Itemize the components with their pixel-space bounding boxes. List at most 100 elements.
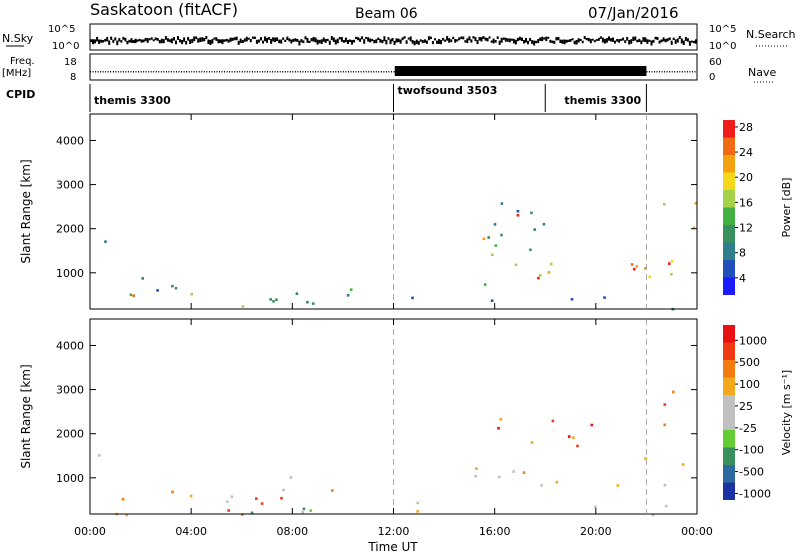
time-axis: 00:00 04:00 08:00 12:00 16:00 20:00 00:00 <box>74 525 713 538</box>
noise-sample <box>610 38 612 42</box>
freq-sample <box>206 71 208 73</box>
freq-sample <box>277 71 279 73</box>
noise-sample <box>460 36 463 39</box>
noise-sample <box>328 40 331 45</box>
freq-sample <box>226 71 228 73</box>
freq-sample <box>305 71 306 73</box>
noise-sample <box>626 36 629 41</box>
colorbar-segment <box>723 277 735 295</box>
noise-sample <box>654 36 657 40</box>
noise-sample <box>454 39 457 43</box>
noise-sample <box>219 39 222 43</box>
noise-sample <box>508 38 511 43</box>
noise-sample <box>557 37 560 41</box>
noise-sample <box>365 36 368 39</box>
noise-sample <box>379 38 382 43</box>
freq-sample <box>315 71 317 73</box>
noise-sample <box>389 39 392 45</box>
colorbar-segment <box>723 377 735 395</box>
noise-sample <box>399 39 402 44</box>
noise-sample <box>605 38 608 43</box>
freq-sample <box>370 71 372 73</box>
y-tick-label: 2000 <box>56 428 84 441</box>
freq-sample <box>267 71 268 73</box>
freq-sample <box>383 71 385 73</box>
scatter-pixel <box>549 262 553 266</box>
scatter-pixel <box>500 233 503 237</box>
noise-sample <box>684 36 687 41</box>
scatter-pixel <box>590 423 594 427</box>
time-tick-label: 00:00 <box>681 525 713 538</box>
noise-sample <box>146 38 149 43</box>
scatter-pixel <box>630 263 634 266</box>
noise-sample <box>150 37 153 40</box>
scatter-pixel <box>190 292 193 296</box>
noise-sample <box>126 40 129 45</box>
noise-sample <box>523 40 525 44</box>
noise-sample <box>535 40 538 44</box>
noise-sample <box>531 40 534 44</box>
freq-sample <box>322 71 324 73</box>
noise-sample <box>158 40 161 44</box>
scatter-pixel <box>227 509 230 512</box>
noise-sample <box>660 39 663 43</box>
freq-sample <box>256 71 258 73</box>
noise-sample <box>128 39 131 43</box>
noise-sample <box>662 37 665 42</box>
scatter-pixel <box>171 490 174 494</box>
colorbar-segment <box>723 325 735 343</box>
freq-sample <box>259 71 261 73</box>
noise-right-tick-bottom: 10^0 <box>709 41 736 52</box>
colorbar-tick-label: -100 <box>739 444 764 457</box>
colorbar-segment <box>723 342 735 360</box>
freq-sample <box>320 71 322 73</box>
cpid-label: CPID <box>6 88 35 101</box>
noise-sample <box>680 38 683 44</box>
freq-sample <box>231 71 233 73</box>
freq-sample <box>348 71 349 73</box>
noise-sample <box>112 39 115 43</box>
freq-sample <box>342 71 344 73</box>
noise-sample <box>241 40 244 43</box>
noise-sample <box>304 36 307 40</box>
noise-sample <box>541 36 544 42</box>
freq-sample <box>335 71 337 73</box>
noise-sample <box>162 39 165 44</box>
scatter-pixel <box>692 226 696 230</box>
noise-sample <box>690 40 693 43</box>
colorbar-segment <box>723 430 735 448</box>
freq-sample <box>163 71 165 73</box>
scatter-pixel <box>644 457 647 460</box>
scatter-pixel <box>331 489 334 492</box>
freq-sample <box>337 71 339 73</box>
noise-sample <box>434 38 436 41</box>
colorbar-segment <box>723 465 735 483</box>
noise-sample <box>676 38 679 43</box>
noise-sample <box>486 38 489 42</box>
freq-sample <box>155 71 157 73</box>
freq-sample <box>264 71 266 73</box>
freq-sample <box>310 71 311 73</box>
freq-sample <box>340 71 342 73</box>
noise-sample <box>529 37 532 42</box>
noise-sample <box>154 37 157 41</box>
noise-sample <box>547 36 550 39</box>
freq-sample <box>107 71 109 73</box>
freq-label: Freq. <box>10 56 35 67</box>
time-tick-label: 12:00 <box>378 525 410 538</box>
noise-sample <box>340 37 343 42</box>
freq-left-tick-bottom: 8 <box>70 72 76 83</box>
scatter-pixel <box>125 513 128 517</box>
noise-sample <box>622 37 625 41</box>
noise-sample <box>211 39 214 44</box>
freq-sample <box>254 71 256 73</box>
freq-sample <box>378 71 380 73</box>
noise-sample <box>239 38 242 44</box>
freq-sample <box>143 71 145 73</box>
noise-sample <box>407 37 410 40</box>
noise-sample <box>476 40 479 45</box>
noise-sample <box>110 36 113 40</box>
noise-sample <box>286 36 289 41</box>
freq-sample <box>165 71 167 73</box>
noise-sample <box>670 40 673 45</box>
